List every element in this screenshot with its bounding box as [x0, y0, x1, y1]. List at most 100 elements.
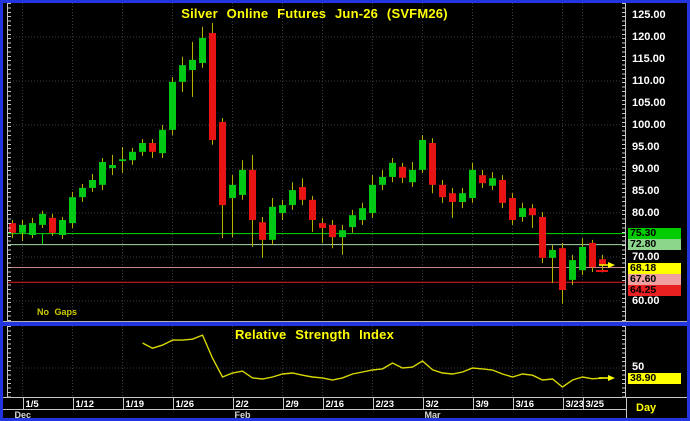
rsi-axis-label-column: 50 38.90 — [626, 326, 687, 397]
candle — [429, 143, 436, 185]
candle — [479, 175, 486, 184]
price-axis-label: 105.00 — [632, 96, 666, 109]
rsi-value-badge: 38.90 — [628, 373, 681, 385]
candle — [389, 162, 396, 177]
date-labels-area: 1/5 1/12 1/19 1/26 2/2 2/9 2/16 2/23 3/2 3/9 3/16 3… — [3, 398, 626, 418]
price-axis-label: 100.00 — [632, 118, 666, 131]
date-axis: 1/5 1/12 1/19 1/26 2/2 2/9 2/16 2/23 3/2 3/9 3/16 3… — [3, 397, 687, 418]
candle — [299, 187, 306, 200]
price-axis-label: 90.00 — [632, 162, 660, 175]
candle — [269, 206, 276, 240]
date-label: 3/23 — [565, 399, 585, 410]
date-tick-mark — [72, 398, 74, 409]
candle — [329, 224, 336, 238]
date-label: 3/2 — [425, 399, 439, 410]
candle — [489, 178, 496, 186]
candlestick-chart — [7, 3, 625, 321]
no-gaps-label: No Gaps — [37, 307, 78, 317]
date-label: 1/19 — [125, 399, 145, 410]
rsi-right-axis-line — [625, 326, 626, 397]
date-tick-mark — [422, 398, 424, 409]
date-tick-mark — [172, 398, 174, 409]
date-tick-mark — [582, 398, 584, 409]
candle — [249, 169, 256, 221]
candle — [149, 143, 156, 152]
rsi-plot-area[interactable]: Relative Strength Index — [3, 326, 626, 397]
candle — [219, 121, 226, 206]
left-price-ruler-line — [7, 3, 8, 321]
price-level-badge: 75.30 — [628, 228, 681, 240]
price-plot-area[interactable]: Silver Online Futures Jun-26 (SVFM26) No… — [3, 3, 626, 321]
date-tick-mark — [22, 398, 24, 409]
price-axis-label: 85.00 — [632, 184, 660, 197]
date-tick-mark — [232, 398, 234, 409]
price-level-badge: 68.18 — [628, 262, 681, 274]
candle — [69, 197, 76, 224]
candle — [549, 249, 556, 258]
candle — [589, 242, 596, 268]
date-tick-mark — [322, 398, 324, 409]
candle — [119, 159, 126, 162]
price-axis-label-column: 125.00 120.00 115.00 110.00 105.00 100.00 95.0… — [626, 3, 687, 321]
date-tick-row: 1/5 1/12 1/19 1/26 2/2 2/9 2/16 2/23 3/2 3/9 3/16 3… — [3, 398, 626, 410]
price-level-badge: 72.80 — [628, 239, 681, 251]
candle — [439, 184, 446, 198]
month-label-row: Dec Feb Mar — [3, 410, 626, 418]
date-tick-mark — [512, 398, 514, 409]
candle — [469, 169, 476, 199]
candle — [229, 184, 236, 199]
date-label: 2/16 — [325, 399, 345, 410]
candle — [359, 208, 366, 221]
panel-separator — [3, 321, 687, 326]
candle — [239, 169, 246, 195]
candle — [189, 59, 196, 70]
price-axis-label: 95.00 — [632, 140, 660, 153]
price-axis-label: 60.00 — [632, 294, 660, 307]
candle — [349, 215, 356, 228]
candle — [459, 193, 466, 202]
current-price-arrowhead — [608, 262, 615, 269]
candle — [499, 180, 506, 203]
candle — [49, 217, 56, 233]
candle — [559, 248, 566, 290]
candle — [419, 139, 426, 170]
price-level-badge: 64.25 — [628, 284, 681, 296]
candle — [209, 33, 216, 140]
candle — [169, 81, 176, 130]
rsi-left-ruler-ticks — [8, 326, 11, 397]
month-label: Dec — [14, 410, 32, 420]
rsi-panel: Relative Strength Index 50 38.90 — [3, 326, 687, 397]
price-axis-label: 80.00 — [632, 206, 660, 219]
candle — [309, 199, 316, 221]
date-label: 2/23 — [375, 399, 395, 410]
date-tick-mark — [282, 398, 284, 409]
candle — [579, 246, 586, 271]
date-label: 2/2 — [235, 399, 249, 410]
date-tick-mark — [122, 398, 124, 409]
candle — [519, 208, 526, 217]
rsi-line-chart — [7, 326, 625, 397]
rsi-right-axis-ticks — [622, 326, 625, 397]
timeframe-label[interactable]: Day — [626, 398, 687, 418]
date-tick-mark — [562, 398, 564, 409]
date-label: 1/12 — [75, 399, 95, 410]
candle — [259, 222, 266, 240]
candle — [539, 216, 546, 258]
month-label: Mar — [424, 410, 441, 420]
candle — [399, 166, 406, 178]
candle — [39, 213, 46, 225]
candle — [79, 187, 86, 198]
month-label: Feb — [234, 410, 251, 420]
candle — [339, 230, 346, 238]
candle — [509, 198, 516, 221]
candle — [319, 223, 326, 228]
price-axis-label: 125.00 — [632, 8, 666, 21]
candle — [599, 259, 606, 265]
rsi-value-arrowhead — [608, 374, 615, 381]
candle — [59, 220, 66, 235]
date-label: 3/25 — [585, 399, 605, 410]
candle — [409, 169, 416, 183]
price-chart-panel: Silver Online Futures Jun-26 (SVFM26) No… — [3, 3, 687, 321]
date-tick-mark — [472, 398, 474, 409]
